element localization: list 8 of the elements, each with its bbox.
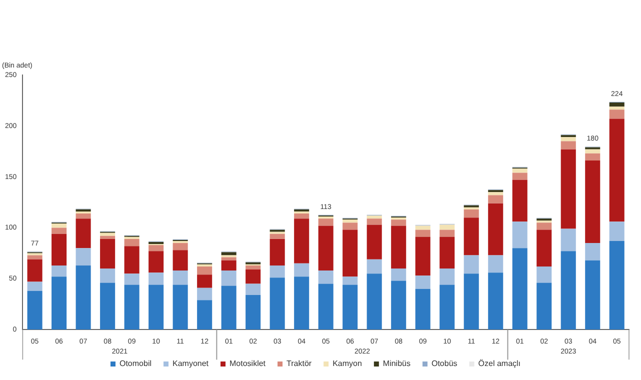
legend-label: Otobüs [431, 359, 458, 368]
legend-label: Motosiklet [230, 359, 266, 368]
legend-label: Otomobil [119, 359, 152, 368]
legend-label: Minibüs [382, 359, 410, 368]
legend-label: Traktör [286, 359, 312, 368]
legend-label: Kamyonet [172, 359, 210, 368]
legend-label: Kamyon [332, 359, 362, 368]
legend-label: Özel amaçlı [478, 359, 521, 368]
